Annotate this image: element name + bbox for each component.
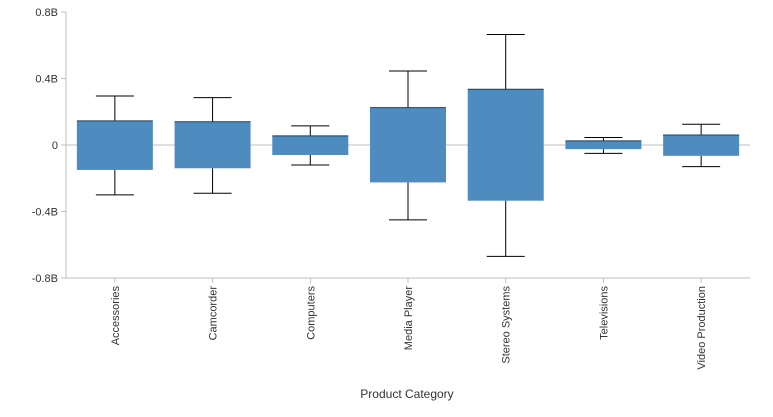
x-axis-title: Product Category bbox=[360, 387, 453, 401]
x-tick-label: Video Production bbox=[696, 286, 708, 370]
x-tick-label: Stereo Systems bbox=[501, 286, 513, 364]
box-accessories bbox=[76, 95, 153, 196]
box-camcorder bbox=[174, 97, 251, 194]
box-body bbox=[76, 120, 153, 170]
y-tick-label: 0 bbox=[52, 140, 58, 152]
y-axis: 0.8B 0.4B 0 -0.4B -0.8B bbox=[32, 7, 67, 285]
y-tick-label: -0.4B bbox=[32, 207, 58, 219]
box-body bbox=[272, 135, 349, 155]
box-computers bbox=[272, 125, 349, 166]
x-tick-label: Televisions bbox=[598, 286, 610, 340]
box-body bbox=[663, 135, 740, 156]
box-televisions bbox=[565, 137, 642, 154]
y-tick-label: 0.4B bbox=[35, 74, 58, 86]
box-video-production bbox=[663, 123, 740, 168]
plot-area bbox=[66, 33, 750, 257]
box-stereo-systems bbox=[467, 33, 544, 257]
x-tick-label: Media Player bbox=[403, 286, 415, 351]
x-tick-label: Computers bbox=[305, 286, 317, 340]
box-body bbox=[565, 140, 642, 150]
box-body bbox=[467, 89, 544, 201]
y-tick-label: -0.8B bbox=[32, 273, 58, 285]
box-media-player bbox=[370, 70, 446, 221]
box-body bbox=[174, 121, 251, 169]
x-tick-label: Accessories bbox=[110, 286, 122, 346]
box-body bbox=[370, 107, 446, 183]
x-tick-label: Camcorder bbox=[208, 286, 220, 341]
x-axis: Accessories Camcorder Computers Media Playe… bbox=[66, 277, 750, 370]
y-tick-label: 0.8B bbox=[35, 7, 58, 19]
